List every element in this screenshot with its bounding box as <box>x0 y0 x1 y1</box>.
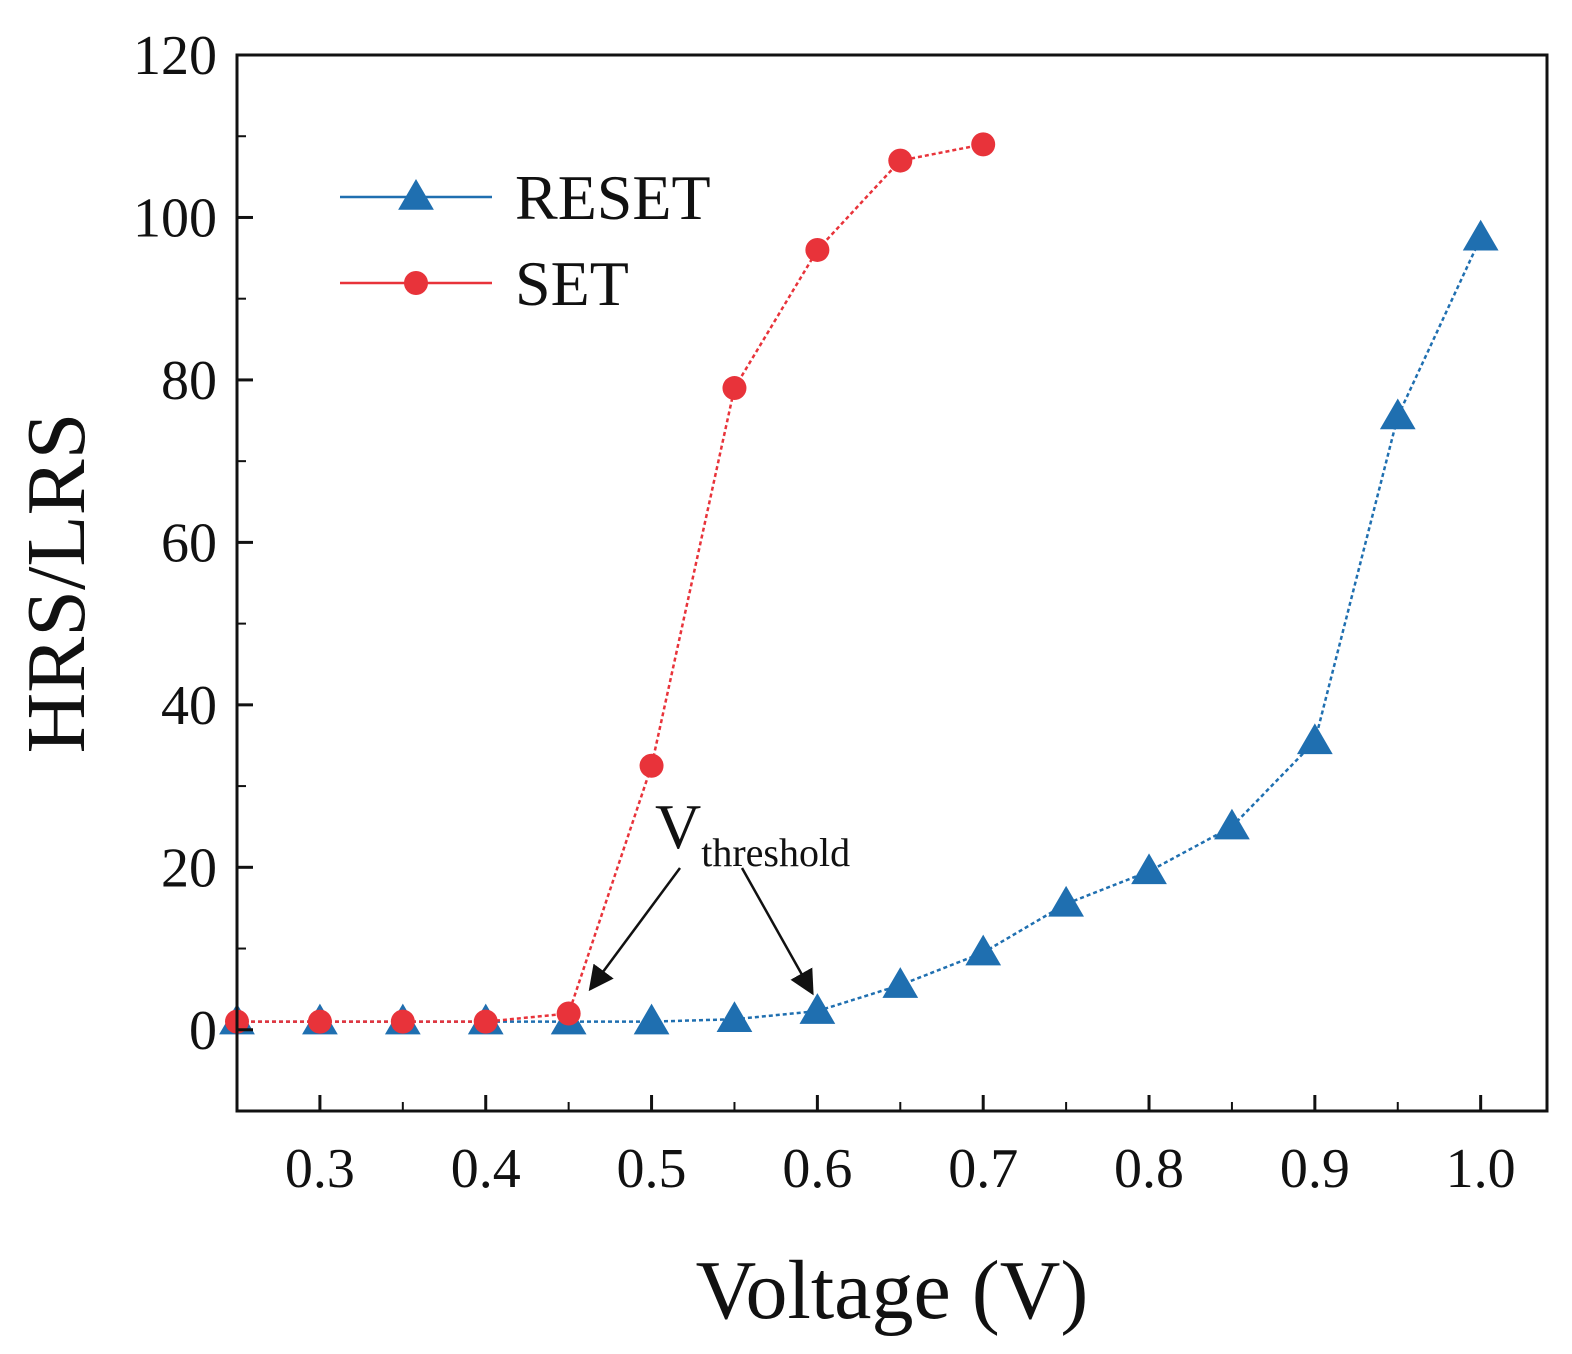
legend-marker-set <box>404 271 428 295</box>
x-tick-label: 0.7 <box>948 1138 1018 1200</box>
data-point-reset <box>1462 219 1499 251</box>
y-tick-label: 80 <box>161 350 217 412</box>
data-point-set <box>639 753 664 778</box>
data-point-reset <box>1048 885 1084 917</box>
x-axis-title: Voltage (V) <box>696 1244 1089 1337</box>
legend: RESET SET <box>340 162 711 319</box>
data-point-reset <box>1296 723 1333 755</box>
data-point-reset <box>633 1003 670 1035</box>
series-layer <box>219 132 1499 1035</box>
plot-area-frame <box>235 53 1549 1113</box>
threshold-arrow <box>740 867 814 996</box>
y-axis-title: HRS/LRS <box>10 413 103 754</box>
data-point-set <box>888 148 913 173</box>
data-point-set <box>722 376 747 401</box>
x-tick-label: 0.9 <box>1280 1138 1350 1200</box>
series-line-reset <box>237 237 1482 1023</box>
series-reset <box>219 219 1499 1035</box>
y-tick-label: 20 <box>161 837 217 899</box>
data-point-reset <box>1131 853 1167 885</box>
threshold-label-sub: threshold <box>701 830 850 875</box>
legend-marker-reset <box>398 179 434 210</box>
legend-label-reset: RESET <box>515 162 711 233</box>
y-tick-label: 40 <box>161 675 217 737</box>
x-tick-label: 0.5 <box>617 1138 687 1200</box>
threshold-annotation: Vthreshold <box>588 791 850 996</box>
x-tick-label: 1.0 <box>1446 1138 1516 1200</box>
threshold-arrow <box>588 867 682 992</box>
data-point-reset <box>716 1001 753 1032</box>
threshold-label-main: V <box>655 791 701 862</box>
y-tick-label: 120 <box>133 25 217 87</box>
data-point-set <box>805 237 830 262</box>
y-tick-label: 0 <box>189 1000 217 1062</box>
legend-item-reset: RESET <box>340 162 711 233</box>
x-tick-label: 0.4 <box>451 1138 521 1200</box>
data-point-reset <box>965 934 1002 966</box>
series-line-set <box>237 143 984 1023</box>
x-tick-label: 0.6 <box>782 1138 852 1200</box>
data-point-reset <box>882 967 919 998</box>
data-point-reset <box>1214 808 1250 840</box>
x-tick-label: 0.8 <box>1114 1138 1184 1200</box>
y-tick-label: 60 <box>161 512 217 574</box>
axis-layer: 0.3 0.4 0.5 0.6 0.7 0.8 0.9 1.0 0 20 40 60 80 100 120 <box>133 25 1516 1200</box>
data-point-set <box>473 1009 498 1034</box>
legend-label-set: SET <box>515 248 629 319</box>
legend-item-set: SET <box>340 248 629 319</box>
data-point-set <box>556 1001 581 1026</box>
data-point-reset <box>799 993 836 1024</box>
x-tick-label: 0.3 <box>285 1138 355 1200</box>
data-point-set <box>307 1009 332 1034</box>
threshold-label: Vthreshold <box>655 791 850 875</box>
data-point-set <box>390 1009 415 1034</box>
data-point-reset <box>1379 398 1416 430</box>
data-point-set <box>971 132 996 157</box>
y-tick-label: 100 <box>133 187 217 249</box>
